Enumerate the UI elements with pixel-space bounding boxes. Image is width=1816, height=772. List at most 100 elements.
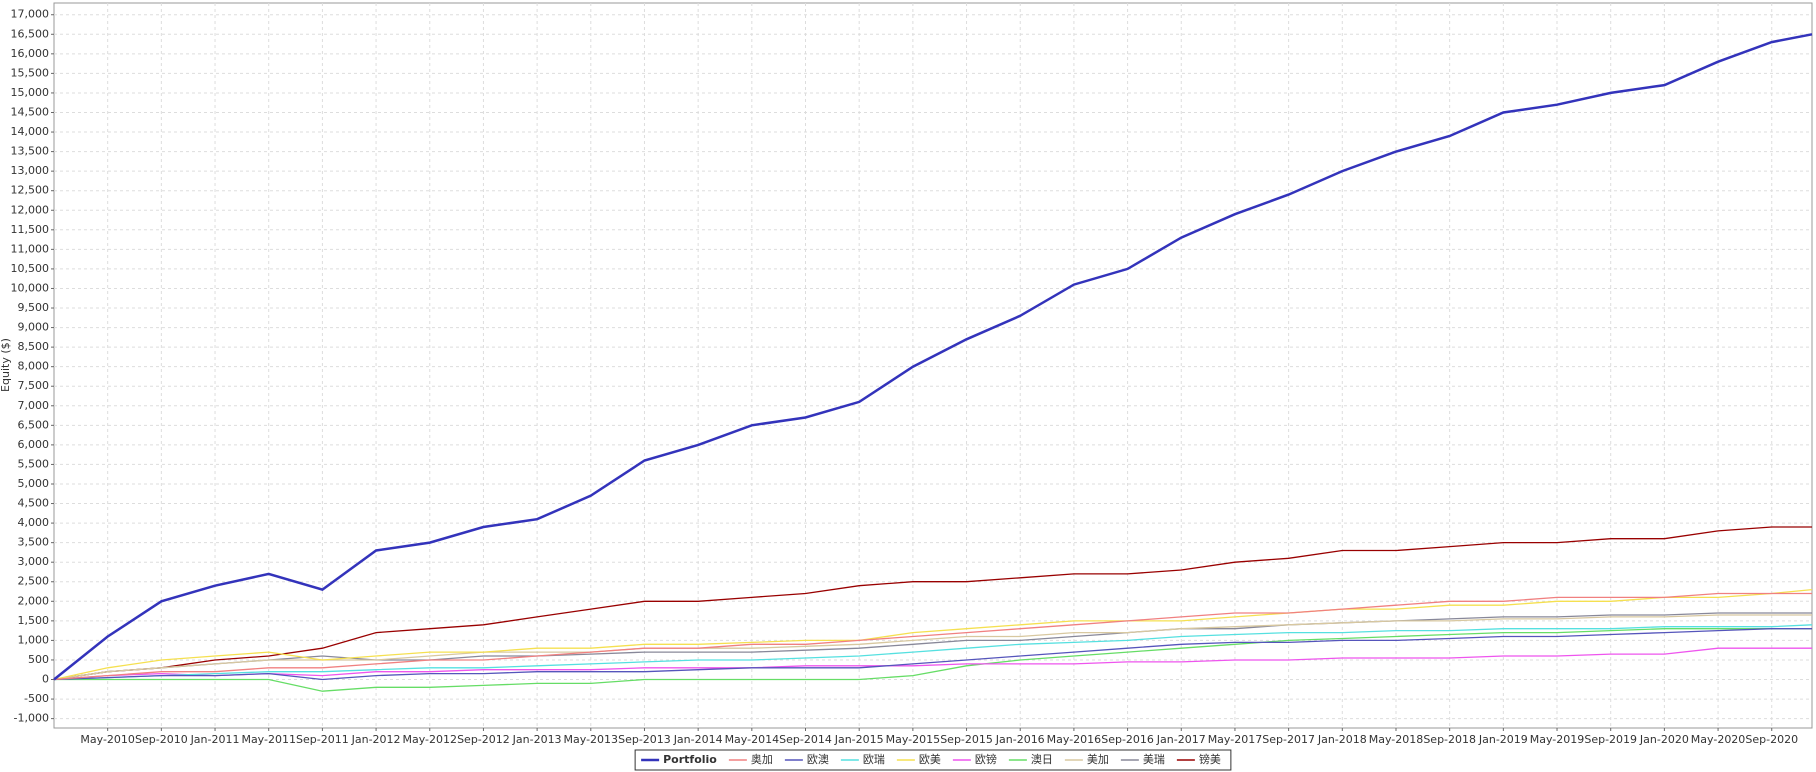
series-line bbox=[53, 526, 1812, 681]
y-tick-label: 11,000 bbox=[11, 242, 50, 255]
x-tick-label: May-2010 bbox=[80, 733, 135, 746]
x-tick-label: May-2014 bbox=[725, 733, 780, 746]
y-tick-label: 12,500 bbox=[11, 184, 50, 197]
x-tick-label: Sep-2015 bbox=[940, 733, 993, 746]
y-tick-label: 10,500 bbox=[11, 262, 50, 275]
x-tick-label: May-2011 bbox=[241, 733, 296, 746]
x-tick-label: Sep-2018 bbox=[1423, 733, 1476, 746]
legend-label: 美瑞 bbox=[1143, 752, 1165, 766]
x-tick-label: May-2019 bbox=[1530, 733, 1585, 746]
x-tick-label: Jan-2017 bbox=[1156, 733, 1206, 746]
x-tick-label: May-2018 bbox=[1369, 733, 1424, 746]
y-tick-label: 16,000 bbox=[11, 47, 50, 60]
legend-item: 欧镑 bbox=[952, 752, 997, 766]
x-tick-label: Jan-2011 bbox=[190, 733, 240, 746]
legend-label: 欧美 bbox=[919, 753, 941, 766]
y-tick-label: 11,500 bbox=[11, 223, 50, 236]
series-line bbox=[53, 33, 1813, 681]
y-tick-label: 15,500 bbox=[11, 66, 50, 79]
legend-item: Portfolio bbox=[641, 753, 717, 766]
x-tick-label: May-2013 bbox=[564, 733, 619, 746]
y-tick-label: 1,500 bbox=[18, 614, 50, 627]
legend-box bbox=[634, 749, 1232, 771]
y-tick-label: 4,000 bbox=[18, 516, 50, 529]
x-tick-label: Sep-2010 bbox=[135, 733, 188, 746]
legend-item: 欧美 bbox=[896, 753, 941, 766]
y-tick-label: 3,500 bbox=[18, 536, 50, 549]
x-tick-label: Jan-2015 bbox=[834, 733, 884, 746]
x-tick-label: Jan-2013 bbox=[512, 733, 562, 746]
x-tick-label: May-2017 bbox=[1208, 733, 1263, 746]
y-tick-label: 8,500 bbox=[18, 340, 50, 353]
y-tick-label: 15,000 bbox=[11, 86, 50, 99]
x-tick-label: Sep-2014 bbox=[779, 733, 832, 746]
y-tick-label: -1,000 bbox=[14, 712, 49, 725]
x-tick-label: Sep-2011 bbox=[296, 733, 349, 746]
legend: Portfolio 奥加 欧澳 欧瑞 欧美 欧镑 澳日 美加 美瑞 镑美 bbox=[634, 749, 1232, 771]
legend-label: 澳日 bbox=[1031, 753, 1053, 766]
y-tick-label: 6,000 bbox=[18, 438, 50, 451]
y-tick-label: 0 bbox=[42, 673, 49, 686]
y-tick-label: 13,500 bbox=[11, 145, 50, 158]
y-tick-label: 1,000 bbox=[18, 633, 50, 646]
y-tick-label: 14,500 bbox=[11, 105, 50, 118]
x-tick-label: May-2016 bbox=[1047, 733, 1102, 746]
legend-item: 镑美 bbox=[1176, 752, 1221, 766]
y-tick-label: 10,000 bbox=[11, 281, 50, 294]
series-line bbox=[53, 592, 1812, 681]
y-tick-label: 2,000 bbox=[18, 594, 50, 607]
y-tick-label: 7,500 bbox=[18, 379, 50, 392]
series-line bbox=[53, 624, 1813, 681]
legend-item: 奥加 bbox=[728, 752, 773, 766]
x-tick-label: Sep-2020 bbox=[1745, 733, 1798, 746]
x-tick-label: Sep-2013 bbox=[618, 733, 671, 746]
y-tick-label: 16,500 bbox=[11, 27, 50, 40]
y-tick-label: 13,000 bbox=[11, 164, 50, 177]
y-tick-label: 17,000 bbox=[11, 8, 50, 21]
x-tick-label: May-2020 bbox=[1691, 733, 1746, 746]
legend-item: 澳日 bbox=[1008, 753, 1053, 766]
series-line bbox=[53, 588, 1813, 681]
y-tick-label: -500 bbox=[24, 692, 49, 705]
x-tick-label: Jan-2016 bbox=[995, 733, 1045, 746]
x-tick-label: Jan-2018 bbox=[1317, 733, 1367, 746]
x-tick-label: Jan-2020 bbox=[1639, 733, 1689, 746]
legend-label: 奥加 bbox=[751, 752, 773, 766]
x-tick-label: Sep-2012 bbox=[457, 733, 510, 746]
x-tick-label: Sep-2016 bbox=[1101, 733, 1154, 746]
y-axis-label: Equity ($) bbox=[0, 338, 12, 392]
series-line bbox=[54, 628, 1812, 692]
legend-label: 欧澳 bbox=[807, 753, 829, 766]
x-tick-label: Sep-2017 bbox=[1262, 733, 1315, 746]
y-tick-label: 8,000 bbox=[18, 360, 50, 373]
x-tick-label: May-2012 bbox=[402, 733, 457, 746]
y-tick-label: 2,500 bbox=[18, 575, 50, 588]
y-tick-label: 14,000 bbox=[11, 125, 50, 138]
x-tick-label: Jan-2012 bbox=[351, 733, 401, 746]
legend-label: 镑美 bbox=[1199, 752, 1221, 766]
y-tick-label: 3,000 bbox=[18, 555, 50, 568]
y-tick-label: 500 bbox=[28, 653, 49, 666]
y-tick-label: 5,500 bbox=[18, 457, 50, 470]
y-tick-label: 6,500 bbox=[18, 418, 50, 431]
y-tick-label: 4,500 bbox=[18, 497, 50, 510]
x-tick-label: Sep-2019 bbox=[1584, 733, 1637, 746]
y-tick-label: 9,000 bbox=[18, 321, 50, 334]
legend-label: 欧镑 bbox=[975, 752, 997, 766]
legend-item: 欧瑞 bbox=[840, 752, 885, 766]
y-tick-label: 12,000 bbox=[11, 203, 50, 216]
series-line bbox=[53, 614, 1812, 681]
legend-label: 美加 bbox=[1087, 753, 1109, 766]
legend-item: 美加 bbox=[1064, 753, 1109, 766]
legend-item: 欧澳 bbox=[784, 753, 829, 766]
y-tick-label: 5,000 bbox=[18, 477, 50, 490]
x-tick-label: Jan-2019 bbox=[1478, 733, 1528, 746]
series-line bbox=[53, 647, 1812, 681]
legend-item: 美瑞 bbox=[1120, 752, 1165, 766]
y-tick-label: 7,000 bbox=[18, 399, 50, 412]
legend-label: 欧瑞 bbox=[863, 752, 885, 766]
x-tick-label: May-2015 bbox=[886, 733, 941, 746]
plot-area bbox=[53, 2, 1813, 729]
series-line bbox=[53, 628, 1812, 681]
